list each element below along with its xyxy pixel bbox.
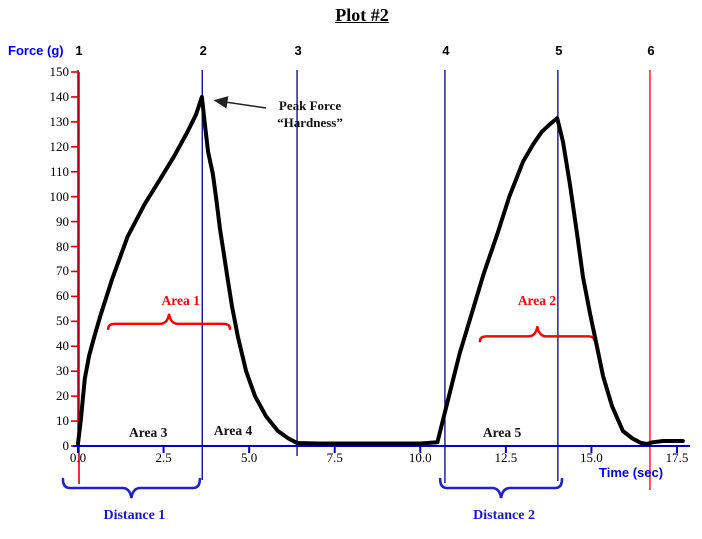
y-tick-label-150: 150 (49, 64, 70, 79)
y-tick-label-60: 60 (56, 288, 69, 304)
y-tick-label-0: 0 (62, 438, 70, 453)
y-tick-label-100: 100 (49, 188, 70, 204)
area-label-5: Area 5 (482, 425, 522, 441)
y-tick-label-70: 70 (56, 263, 69, 279)
x-tick-label-5.0: 5.0 (241, 450, 258, 465)
y-tick-label-80: 80 (56, 238, 69, 254)
y-tick-label-50: 50 (56, 313, 69, 329)
x-tick-label-7.5: 7.5 (326, 450, 343, 465)
y-tick-label-10: 10 (56, 413, 69, 429)
peak-force-annotation: Peak Force “Hardness” (266, 97, 354, 131)
x-tick-label-15.0: 15.0 (580, 450, 603, 465)
area-label-4: Area 4 (213, 423, 253, 439)
x-axis-label: Time (sec) (599, 465, 664, 480)
x-tick-label-10.0: 10.0 (408, 450, 432, 465)
y-tick-label-30: 30 (56, 363, 69, 379)
event-marker-label-5: 5 (555, 43, 563, 58)
event-marker-label-2: 2 (199, 43, 207, 58)
area-label-1: Area 1 (161, 293, 200, 309)
y-tick-label-130: 130 (49, 113, 70, 129)
peak-force-annotation-line1: Peak Force (278, 98, 342, 113)
event-marker-label-4: 4 (442, 43, 450, 58)
y-tick-label-110: 110 (49, 163, 69, 179)
y-tick-label-40: 40 (56, 338, 69, 354)
x-tick-label-2.5: 2.5 (155, 450, 172, 465)
event-marker-label-6: 6 (647, 43, 655, 58)
distance-label-1: Distance 1 (103, 508, 166, 523)
peak-force-annotation-line2: “Hardness” (277, 115, 343, 130)
area-label-2: Area 2 (517, 293, 557, 309)
y-axis-label: Force (g) (8, 43, 64, 58)
distance-label-2: Distance 2 (473, 508, 535, 523)
area-label-3: Area 3 (128, 425, 168, 441)
x-tick-label-12.5: 12.5 (494, 450, 518, 465)
event-marker-label-3: 3 (294, 43, 302, 58)
y-tick-label-140: 140 (49, 88, 70, 104)
x-tick-label-17.5: 17.5 (665, 450, 689, 465)
y-tick-label-90: 90 (56, 213, 69, 229)
x-tick-label-0.0: 0.0 (69, 450, 87, 465)
y-tick-label-120: 120 (49, 138, 70, 154)
y-tick-label-20: 20 (56, 388, 69, 404)
event-marker-label-1: 1 (75, 43, 83, 58)
chart-title: Plot #2 (335, 5, 389, 25)
